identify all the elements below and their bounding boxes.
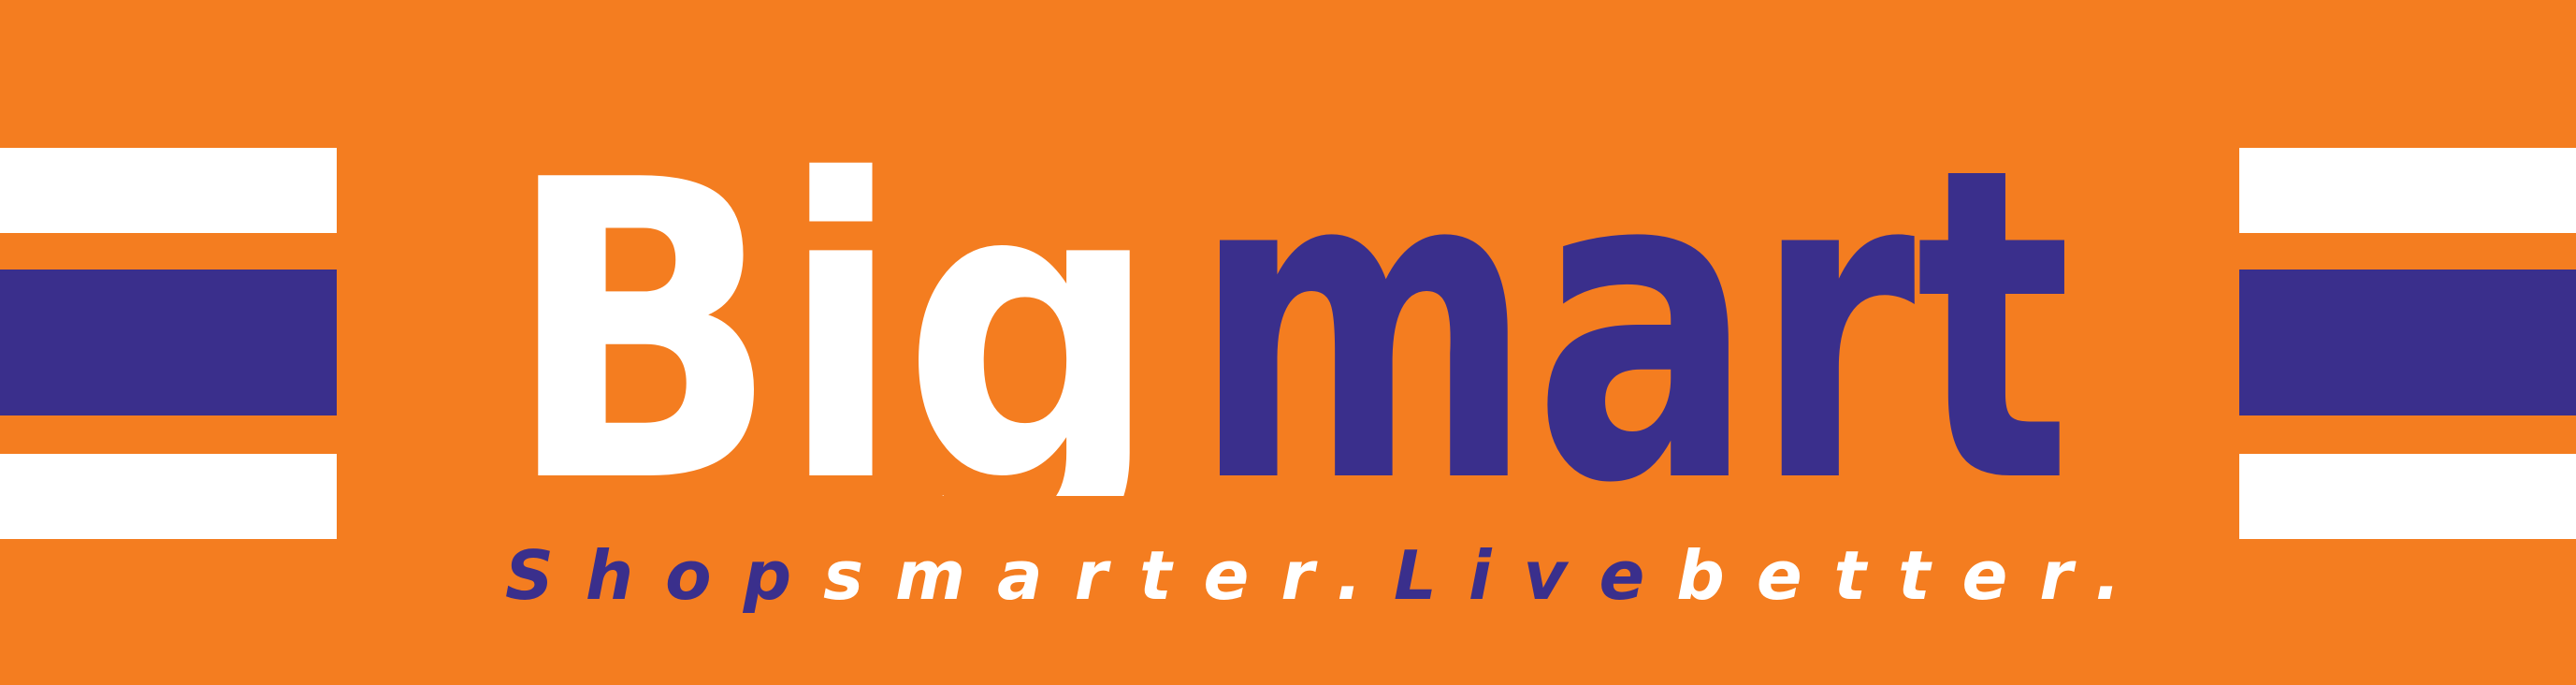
left-stripe-block (0, 148, 337, 539)
tagline-word-shop: Shop (505, 536, 824, 615)
right-white-stripe-bottom (2239, 454, 2576, 539)
right-stripe-block (2239, 148, 2576, 539)
left-blue-stripe (0, 270, 337, 415)
tagline-word-smarter: smarter. (823, 536, 1394, 615)
bigmart-logo-svg: Big mart (505, 77, 2072, 496)
left-white-stripe-bottom (0, 454, 337, 539)
logo-word-mart: mart (1193, 77, 2072, 496)
logo-word-big: Big (505, 94, 1160, 496)
tagline-word-better: better. (1676, 536, 2152, 615)
right-blue-stripe (2239, 270, 2576, 415)
tagline: Shop smarter. Live better. (505, 529, 2120, 622)
right-white-stripe-top (2239, 148, 2576, 233)
left-white-stripe-top (0, 148, 337, 233)
tagline-word-live: Live (1393, 536, 1677, 615)
bigmart-logo: Big mart (505, 56, 2077, 496)
